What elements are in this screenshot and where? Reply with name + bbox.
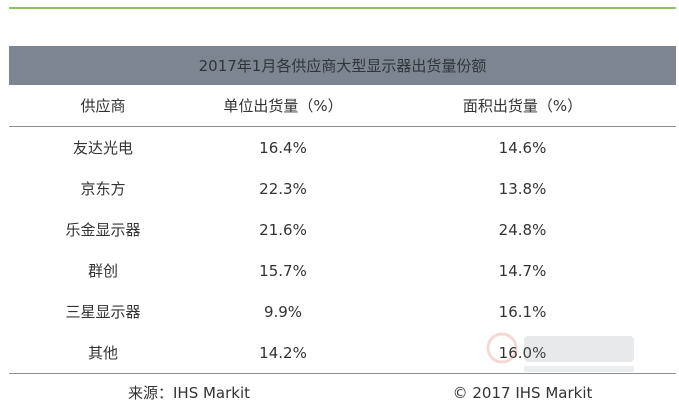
vendor-cell: 其他	[87, 344, 118, 362]
vendor-cell: 三星显示器	[65, 303, 141, 321]
unit-share-cell: 15.7%	[259, 261, 307, 280]
table-row: 群创 15.7% 14.7%	[9, 250, 676, 291]
area-share-cell: 16.1%	[498, 302, 547, 321]
vendor-cell: 友达光电	[72, 139, 133, 157]
table-row: 三星显示器 9.9% 16.1%	[9, 291, 676, 332]
area-share-cell: 14.6%	[498, 138, 547, 157]
table-row: 京东方 22.3% 13.8%	[9, 168, 676, 209]
vendor-cell: 乐金显示器	[65, 221, 141, 239]
header-area-shipment: 面积出货量（%）	[462, 97, 583, 115]
watermark-block	[524, 336, 634, 362]
unit-share-cell: 9.9%	[263, 302, 303, 321]
watermark-mark	[486, 332, 518, 364]
top-divider	[9, 7, 676, 9]
header-vendor: 供应商	[80, 97, 126, 115]
area-share-cell: 14.7%	[498, 261, 547, 280]
unit-share-cell: 16.4%	[259, 138, 307, 157]
area-share-cell: 13.8%	[498, 179, 547, 198]
header-unit-shipment: 单位出货量（%）	[223, 97, 343, 115]
table-row: 其他 14.2% 16.0%	[9, 332, 676, 373]
vendor-cell: 京东方	[80, 180, 126, 198]
table-row: 乐金显示器 21.6% 24.8%	[9, 209, 676, 250]
table-header-row: 供应商 单位出货量（%） 面积出货量（%）	[9, 85, 676, 127]
copyright-note: © 2017 IHS Markit	[452, 383, 593, 402]
area-share-cell: 24.8%	[498, 220, 547, 239]
table-footer: 来源：IHS Markit © 2017 IHS Markit	[9, 373, 676, 411]
unit-share-cell: 14.2%	[259, 343, 307, 362]
source-note: 来源：IHS Markit	[127, 384, 251, 402]
area-share-cell: 16.0%	[498, 343, 547, 362]
watermark-underline	[524, 366, 634, 372]
table-title: 2017年1月各供应商大型显示器出货量份额	[9, 46, 676, 85]
vendor-cell: 群创	[87, 262, 118, 280]
watermark-logo	[486, 332, 634, 372]
unit-share-cell: 22.3%	[259, 179, 307, 198]
table-row: 友达光电 16.4% 14.6%	[9, 127, 676, 168]
shipment-share-table: 2017年1月各供应商大型显示器出货量份额 供应商 单位出货量（%） 面积出货量…	[9, 46, 676, 411]
unit-share-cell: 21.6%	[259, 220, 307, 239]
